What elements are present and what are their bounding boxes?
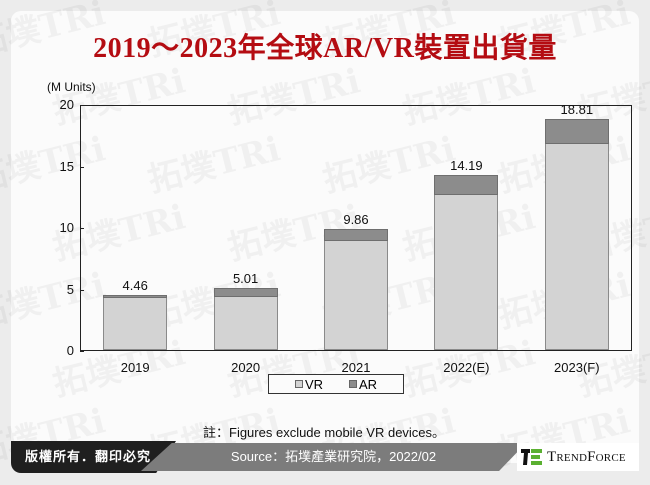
y-tick-label: 5 xyxy=(66,281,74,297)
legend-item-vr: VR xyxy=(294,376,323,392)
bar-value-label: 9.86 xyxy=(343,211,369,227)
y-axis-unit-label: (M Units) xyxy=(47,80,96,94)
bar-value-label: 4.46 xyxy=(122,278,148,294)
bar-2021 xyxy=(324,228,388,350)
bar-2023(F) xyxy=(544,118,609,350)
y-tick-label: 0 xyxy=(66,343,74,358)
vr-swatch-icon xyxy=(294,380,303,388)
bar-segment-vr xyxy=(544,143,609,350)
source-text: Source：拓墣產業研究院，2022/02 xyxy=(141,443,526,471)
chart-legend: VR AR xyxy=(268,374,404,394)
bar-value-label: 14.19 xyxy=(450,158,483,174)
chart-footnote: 註：Figures exclude mobile VR devices。 xyxy=(203,425,446,440)
y-tick-label: 10 xyxy=(59,220,74,235)
x-tick-label: 2020 xyxy=(231,360,261,375)
bar-segment-vr xyxy=(434,193,499,350)
footer-bar: 版權所有．翻印必究 Source：拓墣產業研究院，2022/02 TrendFo… xyxy=(11,441,639,473)
bar-segment-vr xyxy=(213,295,278,350)
x-tick-label: 2019 xyxy=(120,360,150,375)
bar-segment-ar xyxy=(324,228,388,241)
y-tick-mark xyxy=(80,228,84,229)
bar-value-label: 5.01 xyxy=(232,271,259,287)
bar-segment-vr xyxy=(324,239,388,350)
x-tick-label: 2022(E) xyxy=(443,360,490,375)
legend-item-ar: AR xyxy=(349,377,377,392)
y-tick-label: 15 xyxy=(59,158,74,174)
bar-segment-ar xyxy=(544,118,609,145)
y-tick-mark xyxy=(80,166,84,168)
bar-value-label: 18.81 xyxy=(560,101,594,117)
chart-title: 2019～2023年全球AR/VR裝置出貨量 xyxy=(93,33,557,64)
y-tick-mark xyxy=(80,289,84,291)
plot-area: 4.46 5.01 9.86 14.19 18.81 xyxy=(80,101,632,351)
bar-2020 xyxy=(213,288,278,350)
bar-segment-ar xyxy=(434,175,499,195)
trendforce-logo: TrendForce xyxy=(517,443,639,471)
y-tick-label: 20 xyxy=(59,97,74,112)
bar-segment-vr xyxy=(103,297,168,350)
bar-segment-ar xyxy=(213,288,278,297)
bar-2022(E) xyxy=(434,175,499,350)
bar-2019 xyxy=(103,295,168,350)
brand-name: TrendForce xyxy=(547,448,626,465)
legend-label-ar: AR xyxy=(359,376,378,392)
y-tick-mark xyxy=(80,351,84,352)
x-tick-label: 2023(F) xyxy=(554,360,600,375)
bar-segment-ar xyxy=(103,295,168,299)
trendforce-logo-icon xyxy=(521,449,542,465)
x-tick-label: 2021 xyxy=(341,360,371,375)
ar-swatch-icon xyxy=(349,380,357,388)
legend-label-vr: VR xyxy=(304,376,323,392)
